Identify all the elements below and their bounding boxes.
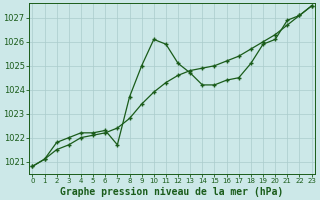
X-axis label: Graphe pression niveau de la mer (hPa): Graphe pression niveau de la mer (hPa) bbox=[60, 186, 284, 197]
